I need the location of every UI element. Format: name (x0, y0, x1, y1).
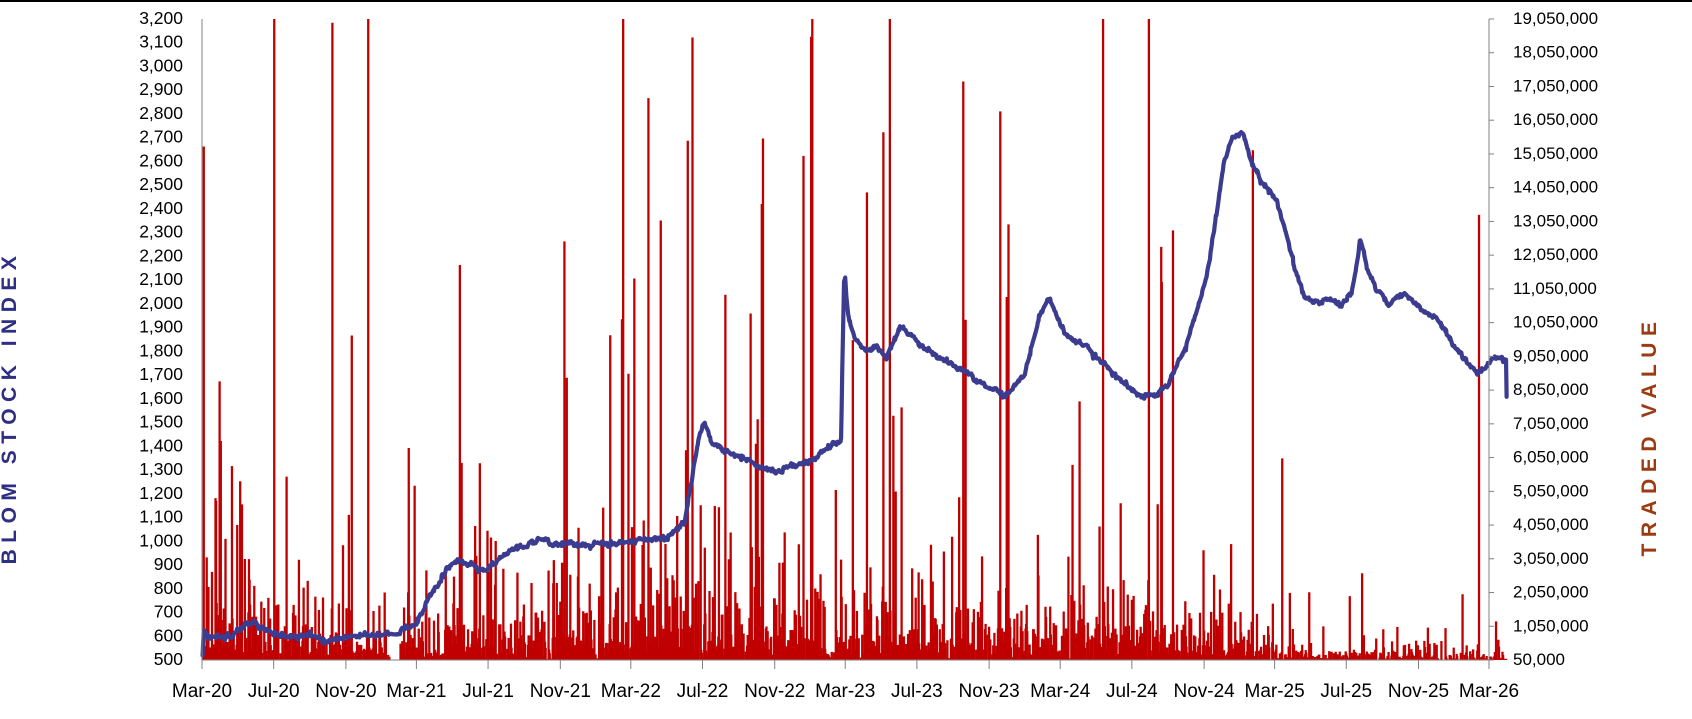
svg-text:2,900: 2,900 (139, 79, 183, 99)
svg-text:2,500: 2,500 (139, 174, 183, 194)
svg-text:1,900: 1,900 (139, 317, 183, 337)
svg-text:2,200: 2,200 (139, 245, 183, 265)
svg-text:800: 800 (154, 578, 183, 598)
svg-text:19,050,000: 19,050,000 (1513, 9, 1598, 28)
svg-text:14,050,000: 14,050,000 (1513, 178, 1598, 197)
svg-text:3,100: 3,100 (139, 32, 183, 52)
svg-text:2,400: 2,400 (139, 198, 183, 218)
svg-text:Jul-22: Jul-22 (677, 681, 729, 702)
svg-text:Jul-21: Jul-21 (462, 681, 514, 702)
svg-text:Mar-26: Mar-26 (1459, 681, 1519, 702)
svg-text:900: 900 (154, 554, 183, 574)
svg-text:Nov-21: Nov-21 (530, 681, 591, 702)
svg-text:700: 700 (154, 602, 183, 622)
svg-text:Jul-20: Jul-20 (248, 681, 300, 702)
svg-text:2,050,000: 2,050,000 (1513, 583, 1589, 602)
svg-text:5,050,000: 5,050,000 (1513, 481, 1589, 500)
svg-text:1,300: 1,300 (139, 459, 183, 479)
svg-text:Jul-24: Jul-24 (1106, 681, 1158, 702)
svg-text:4,050,000: 4,050,000 (1513, 515, 1589, 534)
svg-text:500: 500 (154, 649, 183, 669)
svg-text:Nov-25: Nov-25 (1388, 681, 1449, 702)
svg-text:2,300: 2,300 (139, 222, 183, 242)
svg-text:Jul-25: Jul-25 (1320, 681, 1372, 702)
svg-text:Mar-22: Mar-22 (601, 681, 661, 702)
svg-text:1,000: 1,000 (139, 530, 183, 550)
svg-text:17,050,000: 17,050,000 (1513, 76, 1598, 95)
svg-text:1,800: 1,800 (139, 340, 183, 360)
svg-text:1,700: 1,700 (139, 364, 183, 384)
svg-text:1,100: 1,100 (139, 507, 183, 527)
svg-text:2,800: 2,800 (139, 103, 183, 123)
svg-text:2,100: 2,100 (139, 269, 183, 289)
svg-text:Mar-25: Mar-25 (1245, 681, 1305, 702)
svg-text:11,050,000: 11,050,000 (1513, 279, 1597, 298)
svg-text:3,050,000: 3,050,000 (1513, 549, 1589, 568)
svg-text:Nov-23: Nov-23 (958, 681, 1019, 702)
svg-text:9,050,000: 9,050,000 (1513, 346, 1589, 365)
svg-text:10,050,000: 10,050,000 (1513, 313, 1598, 332)
svg-text:15,050,000: 15,050,000 (1513, 144, 1598, 163)
svg-text:3,200: 3,200 (139, 8, 183, 28)
svg-text:Nov-24: Nov-24 (1173, 681, 1235, 702)
svg-text:Nov-20: Nov-20 (315, 681, 376, 702)
svg-text:2,600: 2,600 (139, 150, 183, 170)
svg-text:7,050,000: 7,050,000 (1513, 414, 1589, 433)
svg-text:1,500: 1,500 (139, 412, 183, 432)
svg-text:12,050,000: 12,050,000 (1513, 245, 1598, 264)
svg-text:50,000: 50,000 (1513, 650, 1565, 669)
svg-text:Jul-23: Jul-23 (891, 681, 943, 702)
svg-text:1,600: 1,600 (139, 388, 183, 408)
svg-text:Mar-23: Mar-23 (815, 681, 875, 702)
svg-text:6,050,000: 6,050,000 (1513, 448, 1589, 467)
svg-text:16,050,000: 16,050,000 (1513, 110, 1598, 129)
svg-text:8,050,000: 8,050,000 (1513, 380, 1589, 399)
svg-text:Mar-21: Mar-21 (386, 681, 446, 702)
svg-text:13,050,000: 13,050,000 (1513, 211, 1598, 230)
svg-text:Mar-20: Mar-20 (172, 681, 232, 702)
svg-text:18,050,000: 18,050,000 (1513, 43, 1598, 62)
svg-text:1,050,000: 1,050,000 (1513, 616, 1589, 635)
svg-text:1,200: 1,200 (139, 483, 183, 503)
svg-text:1,400: 1,400 (139, 435, 183, 455)
svg-text:600: 600 (154, 625, 183, 645)
svg-text:2,000: 2,000 (139, 293, 183, 313)
svg-text:3,000: 3,000 (139, 55, 183, 75)
svg-text:Mar-24: Mar-24 (1030, 681, 1091, 702)
svg-text:Nov-22: Nov-22 (744, 681, 805, 702)
svg-text:2,700: 2,700 (139, 127, 183, 147)
